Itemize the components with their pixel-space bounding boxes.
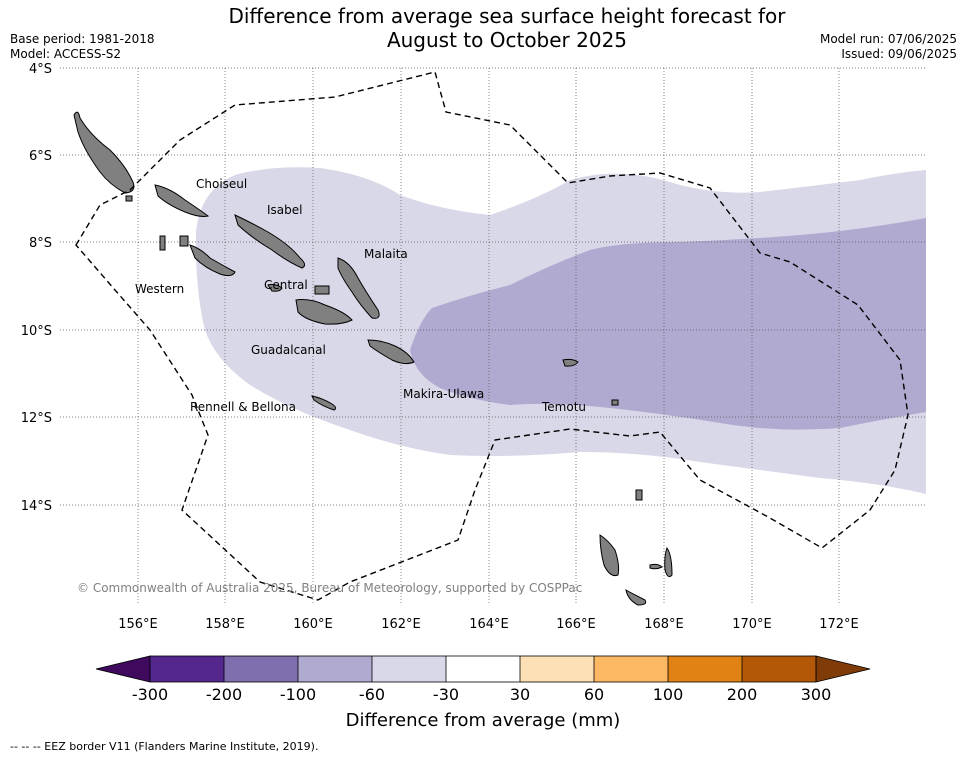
lat-labels: 4°S 6°S 8°S 10°S 12°S 14°S <box>21 62 52 514</box>
region-label-temotu: Temotu <box>541 400 586 414</box>
region-label-choiseul: Choiseul <box>196 177 247 191</box>
lat-label: 4°S <box>29 62 52 77</box>
colorbar-tick: 200 <box>727 685 758 704</box>
island-malaita <box>337 257 380 319</box>
lat-label: 6°S <box>29 149 52 164</box>
lon-label: 168°E <box>644 617 684 632</box>
lon-label: 172°E <box>819 617 859 632</box>
region-label-makira-ulawa: Makira-Ulawa <box>403 387 484 401</box>
island-small-5 <box>635 489 643 501</box>
meta-left: Base period: 1981-2018 Model: ACCESS-S2 <box>10 32 155 62</box>
island-guadalcanal <box>295 299 353 325</box>
lat-label: 14°S <box>21 499 52 514</box>
island-vanuatu-malekula <box>625 589 647 606</box>
region-label-central: Central <box>264 278 308 292</box>
lat-gridlines <box>60 67 926 506</box>
island-isabel <box>234 214 306 269</box>
colorbar-title: Difference from average (mm) <box>346 710 621 731</box>
island-small-1 <box>159 235 166 251</box>
colorbar-segment <box>668 656 742 682</box>
lat-label: 8°S <box>29 236 52 251</box>
island-central <box>267 283 283 292</box>
colorbar-tick: -300 <box>132 685 168 704</box>
lon-labels: 156°E 158°E 160°E 162°E 164°E 166°E 168°… <box>118 617 859 632</box>
title-line-1: Difference from average sea surface heig… <box>228 4 786 28</box>
eez-legend-note: -- -- -- EEZ border V11 (Flanders Marine… <box>10 740 319 753</box>
island-small-3 <box>314 285 330 295</box>
colorbar-tick: -100 <box>280 685 316 704</box>
colorbar-tick: 300 <box>801 685 832 704</box>
island-vanuatu-small-1 <box>649 563 663 570</box>
island-small-6 <box>125 195 133 202</box>
colorbar-segment <box>224 656 298 682</box>
colorbar-segment <box>150 656 224 682</box>
chart-title: Difference from average sea surface heig… <box>0 4 965 52</box>
island-makira <box>367 339 415 365</box>
colorbar-segment <box>298 656 372 682</box>
island-choiseul <box>73 111 135 194</box>
anomaly-field-medium <box>410 218 926 430</box>
copyright-notice: © Commonwealth of Australia 2025, Bureau… <box>77 581 582 595</box>
lon-label: 166°E <box>556 617 596 632</box>
region-labels: Choiseul Isabel Malaita Western Central … <box>135 177 586 414</box>
colorbar-tick: 60 <box>584 685 604 704</box>
island-western-group <box>154 184 210 217</box>
land-masses <box>73 111 673 606</box>
colorbar-extend-right <box>815 655 871 683</box>
colorbar-segment <box>520 656 594 682</box>
island-temotu-ndeni <box>562 358 579 367</box>
title-line-2: August to October 2025 <box>386 28 628 52</box>
colorbar-frame <box>149 655 817 683</box>
colorbar-extend-left <box>95 655 151 683</box>
region-label-isabel: Isabel <box>267 203 302 217</box>
lat-label: 12°S <box>21 411 52 426</box>
lon-label: 156°E <box>118 617 158 632</box>
island-vanuatu-small-2 <box>664 546 673 578</box>
island-new-georgia <box>189 244 236 277</box>
lon-label: 164°E <box>469 617 509 632</box>
lon-label: 170°E <box>732 617 772 632</box>
island-small-2 <box>179 235 189 247</box>
eez-border <box>75 71 909 601</box>
colorbar-tick: 100 <box>653 685 684 704</box>
colorbar-tick: -200 <box>206 685 242 704</box>
lon-gridlines <box>137 68 840 605</box>
region-label-western: Western <box>135 282 184 296</box>
lon-label: 162°E <box>381 617 421 632</box>
colorbar-segment <box>372 656 446 682</box>
lat-label: 10°S <box>21 324 52 339</box>
base-period: Base period: 1981-2018 <box>10 32 155 46</box>
region-label-malaita: Malaita <box>364 247 408 261</box>
island-rennell <box>311 395 337 411</box>
colorbar-tick: -60 <box>359 685 385 704</box>
colorbar: -300 -200 -100 -60 -30 30 60 100 200 300… <box>95 655 871 731</box>
colorbar-segment <box>594 656 668 682</box>
issued-date: Issued: 09/06/2025 <box>841 47 957 61</box>
colorbar-dividers <box>223 656 743 682</box>
lon-label: 160°E <box>293 617 333 632</box>
lon-label: 158°E <box>205 617 245 632</box>
colorbar-tick: 30 <box>510 685 530 704</box>
colorbar-segment <box>742 656 816 682</box>
model-run: Model run: 07/06/2025 <box>819 32 957 46</box>
model-name: Model: ACCESS-S2 <box>10 47 122 61</box>
region-label-guadalcanal: Guadalcanal <box>251 343 326 357</box>
island-vanuatu-espiritu <box>599 534 620 576</box>
colorbar-tick: -30 <box>433 685 459 704</box>
region-label-rennell-bellona: Rennell & Bellona <box>190 400 296 414</box>
colorbar-segment <box>446 656 520 682</box>
island-small-4 <box>611 399 619 406</box>
meta-right: Model run: 07/06/2025 Issued: 09/06/2025 <box>820 32 957 62</box>
